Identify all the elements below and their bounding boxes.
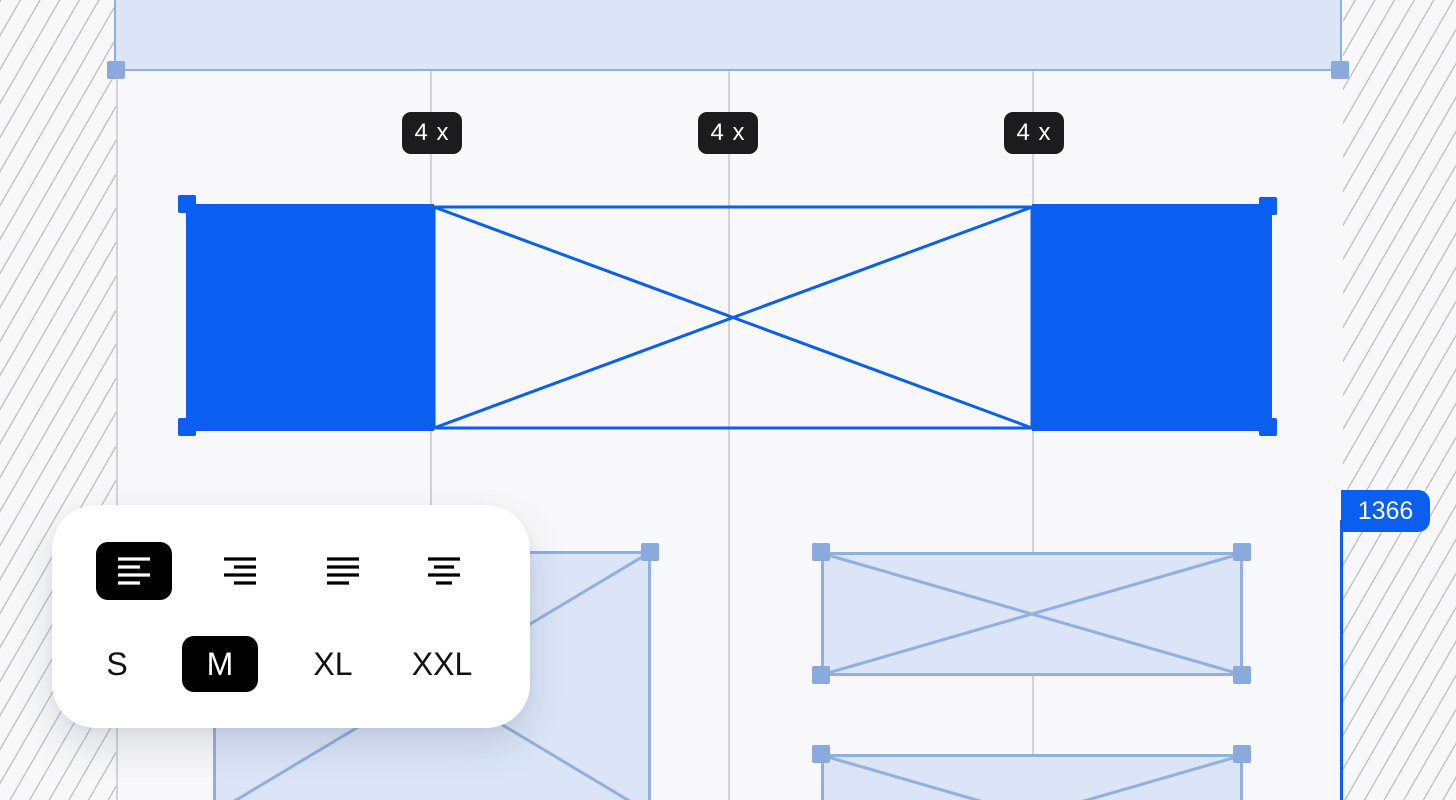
- grid-column-line: [430, 70, 432, 800]
- size-m-button[interactable]: M: [182, 636, 258, 692]
- column-count-badge: 4 x: [402, 112, 462, 154]
- align-right-button[interactable]: [202, 542, 278, 600]
- size-xxl-button[interactable]: XXL: [411, 645, 473, 682]
- align-left-button[interactable]: [96, 542, 172, 600]
- resize-handle[interactable]: [1331, 61, 1349, 79]
- align-center-button[interactable]: [406, 542, 482, 600]
- grid-column-line: [1032, 70, 1034, 800]
- resize-handle[interactable]: [1233, 543, 1251, 561]
- resize-handle[interactable]: [1233, 745, 1251, 763]
- header-placeholder-frame[interactable]: [114, 0, 1342, 71]
- banner-solid-block-right: [1032, 204, 1272, 431]
- align-right-icon: [224, 557, 256, 585]
- align-center-icon: [428, 557, 460, 585]
- resize-handle[interactable]: [812, 745, 830, 763]
- size-xl-button[interactable]: XL: [313, 645, 353, 682]
- resize-handle[interactable]: [812, 666, 830, 684]
- image-placeholder-frame[interactable]: [821, 552, 1243, 676]
- grid-column-line: [728, 70, 730, 800]
- size-s-button[interactable]: S: [106, 645, 128, 682]
- align-justify-icon: [327, 557, 359, 585]
- breakpoint-edge-line[interactable]: [1340, 520, 1343, 800]
- image-placeholder-frame[interactable]: [821, 754, 1243, 800]
- resize-handle[interactable]: [812, 543, 830, 561]
- resize-handle[interactable]: [641, 543, 659, 561]
- placeholder-cross-line: [433, 205, 1033, 430]
- banner-solid-block-left: [186, 204, 434, 431]
- resize-handle[interactable]: [178, 418, 196, 436]
- align-justify-button[interactable]: [305, 542, 381, 600]
- resize-handle[interactable]: [1259, 418, 1277, 436]
- resize-handle[interactable]: [178, 195, 196, 213]
- image-placeholder-box: [432, 205, 1034, 430]
- resize-handle[interactable]: [1259, 197, 1277, 215]
- selected-banner-frame[interactable]: [186, 204, 1272, 431]
- resize-handle[interactable]: [1233, 666, 1251, 684]
- column-count-badge: 4 x: [698, 112, 758, 154]
- breakpoint-width-label: 1366: [1341, 490, 1430, 532]
- text-format-panel: S M XL XXL: [52, 505, 530, 728]
- align-left-icon: [118, 557, 150, 585]
- resize-handle[interactable]: [107, 61, 125, 79]
- column-count-badge: 4 x: [1004, 112, 1064, 154]
